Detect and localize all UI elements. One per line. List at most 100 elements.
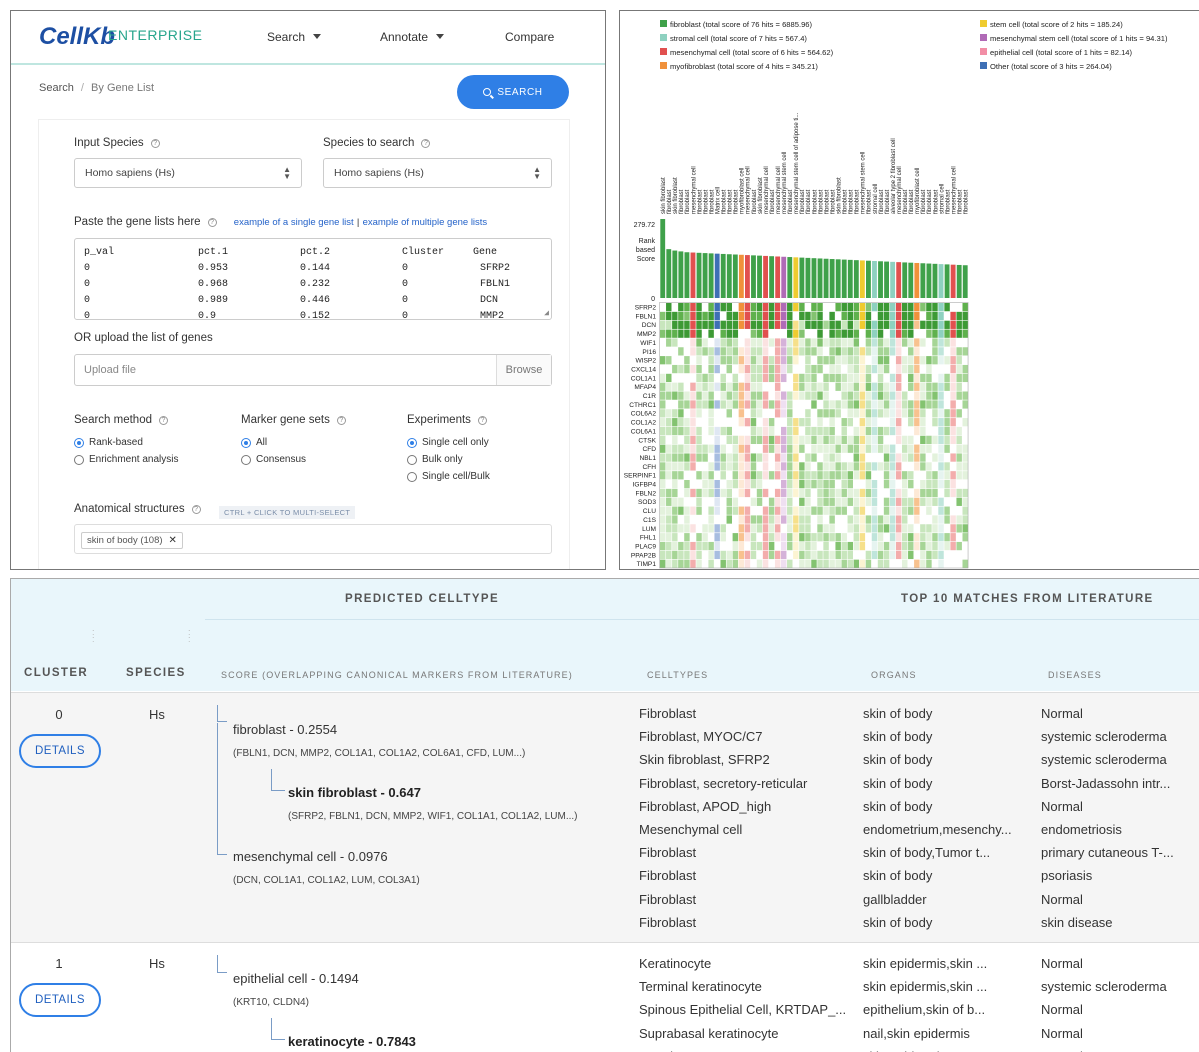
heatmap-cell[interactable] bbox=[823, 311, 829, 321]
heatmap-cell[interactable] bbox=[684, 453, 690, 462]
heatmap-cell[interactable] bbox=[926, 515, 932, 524]
score-bar[interactable] bbox=[787, 257, 793, 298]
heatmap-cell[interactable] bbox=[871, 541, 878, 551]
heatmap-cell[interactable] bbox=[835, 347, 841, 356]
heatmap-cell[interactable] bbox=[781, 480, 787, 489]
heatmap-cell[interactable] bbox=[684, 391, 690, 400]
heatmap-cell[interactable] bbox=[950, 515, 956, 524]
heatmap-cell[interactable] bbox=[962, 488, 968, 498]
heatmap-cell[interactable] bbox=[702, 515, 708, 524]
heatmap-cell[interactable] bbox=[768, 338, 775, 347]
heatmap-cell[interactable] bbox=[799, 320, 805, 329]
heatmap-cell[interactable] bbox=[835, 541, 841, 551]
heatmap-cell[interactable] bbox=[793, 303, 799, 312]
heatmap-cell[interactable] bbox=[787, 559, 793, 568]
heatmap-cell[interactable] bbox=[672, 400, 678, 409]
heatmap-cell[interactable] bbox=[962, 391, 968, 400]
heatmap-cell[interactable] bbox=[702, 356, 708, 365]
heatmap-cell[interactable] bbox=[938, 373, 944, 383]
heatmap-cell[interactable] bbox=[877, 382, 884, 391]
heatmap-cell[interactable] bbox=[823, 435, 829, 444]
nav-search-menu[interactable]: Search bbox=[267, 30, 322, 44]
heatmap-cell[interactable] bbox=[732, 426, 739, 436]
heatmap-cell[interactable] bbox=[696, 444, 702, 453]
heatmap-cell[interactable] bbox=[871, 347, 878, 356]
heatmap-cell[interactable] bbox=[956, 444, 962, 453]
heatmap-cell[interactable] bbox=[889, 303, 896, 312]
heatmap-cell[interactable] bbox=[684, 488, 690, 498]
heatmap-cell[interactable] bbox=[920, 356, 926, 365]
heatmap-cell[interactable] bbox=[726, 488, 732, 498]
heatmap-cell[interactable] bbox=[956, 338, 962, 347]
heatmap-cell[interactable] bbox=[774, 480, 781, 489]
score-bar[interactable] bbox=[847, 259, 853, 298]
heatmap-cell[interactable] bbox=[889, 453, 896, 462]
heatmap-cell[interactable] bbox=[660, 418, 666, 427]
heatmap-cell[interactable] bbox=[660, 506, 666, 515]
heatmap-cell[interactable] bbox=[829, 480, 835, 489]
heatmap-cell[interactable] bbox=[696, 373, 702, 383]
heatmap-cell[interactable] bbox=[714, 400, 720, 409]
score-bar[interactable] bbox=[732, 254, 738, 298]
heatmap-cell[interactable] bbox=[732, 356, 739, 365]
heatmap-cell[interactable] bbox=[787, 303, 793, 312]
heatmap-cell[interactable] bbox=[877, 347, 884, 356]
heatmap-cell[interactable] bbox=[871, 400, 878, 409]
heatmap-cell[interactable] bbox=[744, 364, 751, 374]
heatmap-cell[interactable] bbox=[708, 480, 714, 489]
heatmap-cell[interactable] bbox=[829, 541, 835, 551]
heatmap-cell[interactable] bbox=[920, 320, 926, 329]
heatmap-cell[interactable] bbox=[811, 373, 817, 383]
heatmap-cell[interactable] bbox=[726, 409, 732, 418]
score-bar[interactable] bbox=[829, 259, 835, 298]
heatmap-cell[interactable] bbox=[720, 409, 726, 418]
heatmap-cell[interactable] bbox=[962, 426, 968, 436]
heatmap-cell[interactable] bbox=[660, 559, 666, 568]
heatmap-cell[interactable] bbox=[865, 418, 872, 427]
heatmap-cell[interactable] bbox=[768, 497, 775, 506]
heatmap-cell[interactable] bbox=[702, 373, 708, 383]
heatmap-cell[interactable] bbox=[817, 533, 823, 542]
heatmap-cell[interactable] bbox=[823, 320, 829, 329]
heatmap-cell[interactable] bbox=[702, 533, 708, 542]
heatmap-cell[interactable] bbox=[847, 435, 853, 444]
heatmap-cell[interactable] bbox=[817, 364, 823, 374]
heatmap-cell[interactable] bbox=[811, 391, 817, 400]
heatmap-cell[interactable] bbox=[684, 320, 690, 329]
heatmap-cell[interactable] bbox=[793, 391, 799, 400]
nav-compare-link[interactable]: Compare bbox=[505, 30, 555, 44]
heatmap-cell[interactable] bbox=[799, 533, 805, 542]
heatmap-cell[interactable] bbox=[926, 524, 932, 533]
heatmap-cell[interactable] bbox=[678, 409, 684, 418]
heatmap-cell[interactable] bbox=[829, 303, 835, 312]
heatmap-cell[interactable] bbox=[889, 382, 896, 391]
heatmap-cell[interactable] bbox=[805, 338, 811, 347]
heatmap-cell[interactable] bbox=[829, 329, 835, 338]
heatmap-cell[interactable] bbox=[889, 471, 896, 480]
heatmap-cell[interactable] bbox=[895, 382, 902, 391]
heatmap-cell[interactable] bbox=[702, 418, 708, 427]
heatmap-cell[interactable] bbox=[781, 506, 787, 515]
heatmap-cell[interactable] bbox=[696, 550, 702, 560]
heatmap-cell[interactable] bbox=[708, 426, 714, 436]
score-bar[interactable] bbox=[872, 261, 877, 298]
heatmap-cell[interactable] bbox=[726, 382, 732, 391]
heatmap-cell[interactable] bbox=[702, 303, 708, 312]
heatmap-cell[interactable] bbox=[920, 418, 926, 427]
heatmap-cell[interactable] bbox=[908, 373, 914, 383]
search-button[interactable]: SEARCH bbox=[457, 75, 569, 109]
heatmap-cell[interactable] bbox=[847, 559, 853, 568]
heatmap-cell[interactable] bbox=[835, 391, 841, 400]
heatmap-cell[interactable] bbox=[714, 444, 720, 453]
score-bar[interactable] bbox=[660, 219, 666, 298]
heatmap-cell[interactable] bbox=[841, 382, 847, 391]
heatmap-cell[interactable] bbox=[926, 541, 932, 551]
heatmap-cell[interactable] bbox=[859, 533, 866, 542]
heatmap-cell[interactable] bbox=[726, 418, 732, 427]
heatmap-cell[interactable] bbox=[962, 480, 968, 489]
heatmap-cell[interactable] bbox=[774, 488, 781, 498]
heatmap-cell[interactable] bbox=[950, 382, 956, 391]
heatmap-cell[interactable] bbox=[926, 320, 932, 329]
heatmap-cell[interactable] bbox=[744, 515, 751, 524]
heatmap-cell[interactable] bbox=[950, 462, 956, 471]
